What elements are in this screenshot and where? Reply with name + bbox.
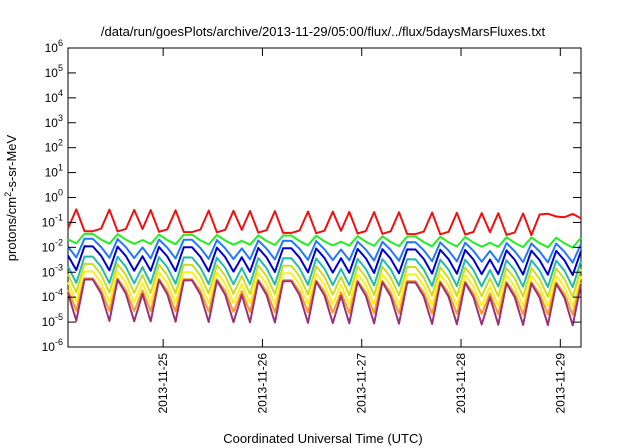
- x-tick-label: 2013-11-27: [355, 353, 369, 414]
- y-tick-label: 105: [45, 63, 63, 80]
- x-tick-label: 2013-11-29: [553, 353, 567, 414]
- series-line-8: [67, 277, 582, 316]
- y-tick-label: 103: [45, 113, 63, 130]
- series-line-5: [67, 255, 582, 289]
- x-axis-label: Coordinated Universal Time (UTC): [223, 431, 422, 446]
- y-tick-label: 10-1: [42, 212, 63, 229]
- y-tick-label: 101: [45, 163, 63, 180]
- series-line-2: [67, 232, 582, 249]
- y-tick-label: 100: [45, 188, 63, 205]
- x-tick-label: 2013-11-28: [454, 353, 468, 414]
- y-tick-label: 10-6: [42, 337, 63, 354]
- series-layer: [67, 208, 582, 327]
- y-tick-label: 106: [45, 38, 63, 55]
- x-axis: 2013-11-25 2013-11-26 2013-11-27 2013-11-28…: [156, 48, 567, 414]
- series-line-4: [67, 245, 582, 276]
- series-line-1: [67, 208, 582, 237]
- x-tick-label: 2013-11-25: [156, 353, 170, 414]
- y-tick-label: 10-2: [42, 237, 63, 254]
- y-tick-label: 10-5: [42, 312, 63, 329]
- y-axis-label: protons/cm2-s-sr-MeV: [3, 134, 19, 261]
- y-tick-label: 104: [45, 88, 63, 105]
- series-line-6: [67, 262, 582, 298]
- y-axis-label-base: protons/cm: [4, 197, 19, 261]
- series-line-9: [67, 278, 582, 327]
- chart-title: /data/run/goesPlots/archive/2013-11-29/0…: [101, 24, 546, 39]
- y-axis-label-sup: 2: [3, 192, 13, 197]
- series-line-7: [67, 270, 582, 308]
- y-axis-label-rest: -s-sr-MeV: [4, 134, 19, 191]
- y-tick-label: 10-3: [42, 262, 63, 279]
- y-axis: 10-6 10-5 10-4 10-3 10-2 10-1 100 101 102 103 104 1…: [42, 38, 581, 354]
- series-line-3: [67, 237, 582, 264]
- y-tick-label: 10-4: [42, 287, 63, 304]
- x-tick-label: 2013-11-26: [255, 353, 269, 414]
- y-tick-label: 102: [45, 138, 63, 155]
